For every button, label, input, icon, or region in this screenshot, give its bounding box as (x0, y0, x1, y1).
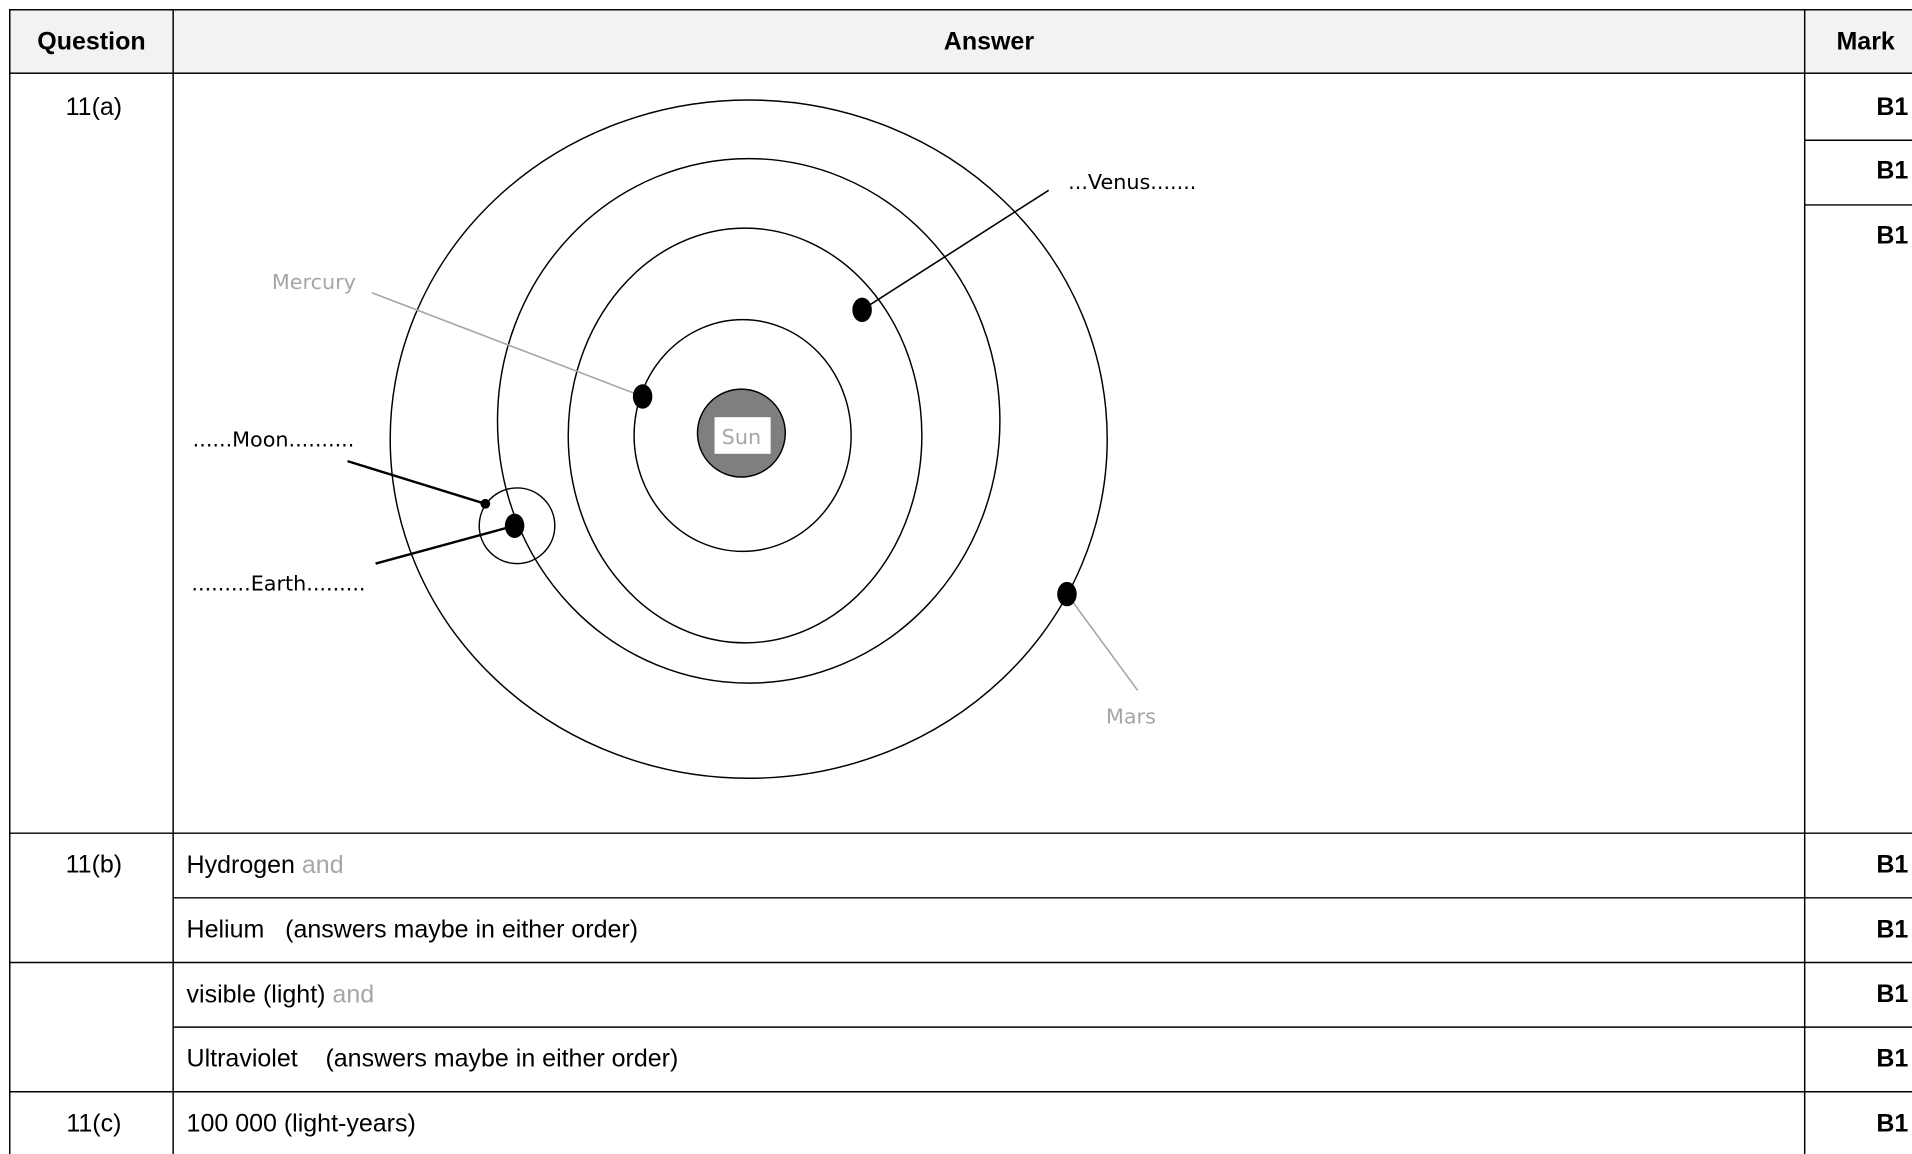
mark: B1 (1876, 1045, 1908, 1073)
moon-label: ......Moon.......... (193, 427, 355, 451)
header-mark: Mark (1836, 27, 1894, 55)
answer: Hydrogen and (187, 851, 344, 879)
header-row (9, 9, 1912, 74)
answer-text: Hydrogen (187, 851, 295, 879)
mark: B1 (1876, 221, 1908, 249)
answer: Ultraviolet (answers maybe in either ord… (187, 1045, 679, 1073)
mercury-label: Mercury (272, 270, 356, 294)
mark: B1 (1876, 157, 1908, 185)
header-question: Question (37, 27, 145, 55)
answer: Helium (answers maybe in either order) (187, 915, 638, 943)
connector: and (332, 980, 374, 1008)
question: 11(b) (66, 851, 123, 879)
mark: B1 (1876, 915, 1908, 943)
earth-label: .........Earth......... (191, 571, 365, 595)
mars-label: Mars (1106, 704, 1156, 728)
mark: B1 (1876, 980, 1908, 1008)
table-grid (9, 9, 1912, 1154)
mark: B1 (1876, 851, 1908, 879)
answer-text: visible (light) (187, 980, 326, 1008)
solar-diagram (347, 99, 1139, 780)
question: 11(c) (66, 1109, 121, 1137)
connector: and (302, 851, 344, 879)
answer: 100 000 (light-years) (187, 1109, 416, 1137)
mark: B1 (1876, 93, 1908, 121)
question: 11(a) (66, 93, 123, 121)
mark: B1 (1876, 1109, 1908, 1137)
sun-label: Sun (722, 425, 761, 449)
header-answer: Answer (944, 27, 1035, 55)
answer: visible (light) and (187, 980, 375, 1008)
venus-label: ...Venus....... (1068, 170, 1196, 194)
